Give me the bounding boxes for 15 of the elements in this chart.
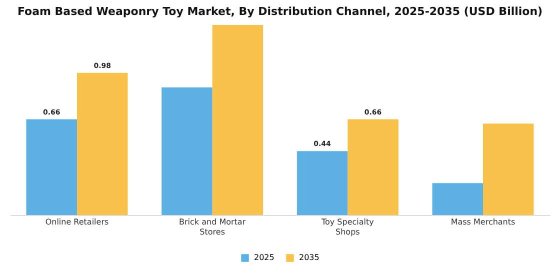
x-tick-label: Online Retailers [45,218,109,226]
bar [296,151,348,215]
bar [162,87,212,215]
bar [76,72,128,215]
bar [483,124,534,215]
bar [348,119,398,215]
legend-label: 2035 [299,253,320,262]
chart-title: Foam Based Weaponry Toy Market, By Distribution Channel, 2025-2035 (USD Billion) [17,5,543,18]
bar [212,25,264,215]
bar [26,119,77,215]
x-tick-label: Mass Merchants [450,218,516,226]
legend-label: 2025 [254,253,274,262]
x-tick-label: Brick and Mortar Stores [179,218,246,236]
bar [432,183,484,215]
x-tick-label: Toy Specialty Shops [320,218,374,236]
